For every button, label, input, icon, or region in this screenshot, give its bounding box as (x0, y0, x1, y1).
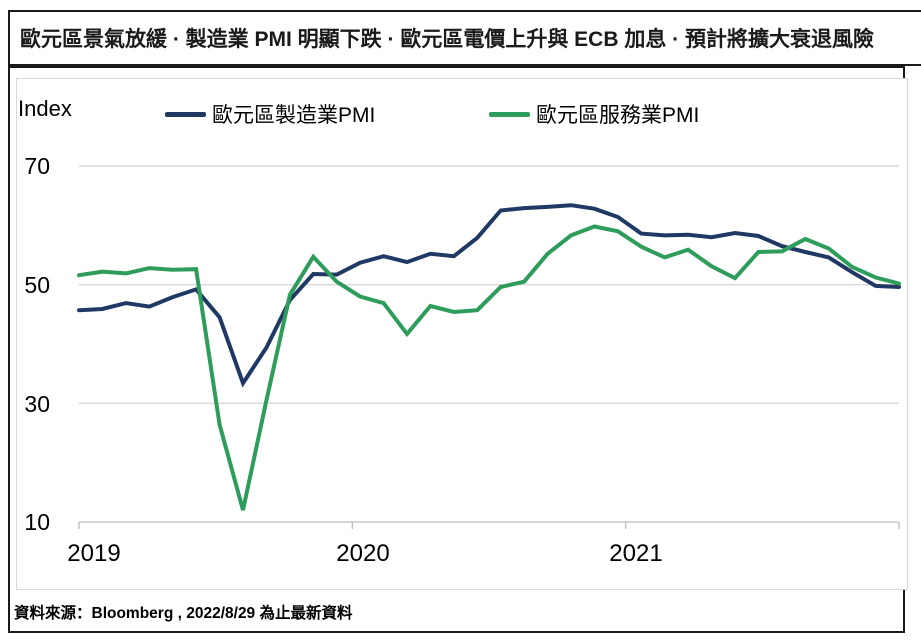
chart-frame (16, 78, 908, 590)
page-title: 歐元區景氣放緩 · 製造業 PMI 明顯下跌 · 歐元區電價上升與 ECB 加息… (20, 28, 874, 51)
title-box: 歐元區景氣放緩 · 製造業 PMI 明顯下跌 · 歐元區電價上升與 ECB 加息… (8, 10, 921, 66)
x-tick-2019: 2019 (67, 540, 121, 567)
x-tick-2020: 2020 (336, 540, 390, 567)
manufacturing-pmi-line (77, 203, 901, 388)
services-pmi-line (77, 224, 901, 511)
y-tick-30: 30 (24, 391, 50, 417)
y-tick-50: 50 (24, 272, 50, 298)
x-tick-2021: 2021 (609, 540, 663, 567)
services-line-swatch (489, 111, 530, 117)
y-tick-10: 10 (24, 509, 50, 535)
manufacturing-line-swatch (165, 111, 206, 117)
source-note: 資料來源：Bloomberg , 2022/8/29 為止最新資料 (14, 605, 353, 622)
legend-item-services: 歐元區服務業PMI (489, 99, 699, 129)
y-tick-70: 70 (24, 153, 50, 179)
y-axis-title: Index (18, 96, 72, 121)
legend-label-manufacturing: 歐元區製造業PMI (212, 104, 376, 127)
legend-item-manufacturing: 歐元區製造業PMI (165, 99, 375, 129)
legend-label-services: 歐元區服務業PMI (536, 104, 700, 127)
